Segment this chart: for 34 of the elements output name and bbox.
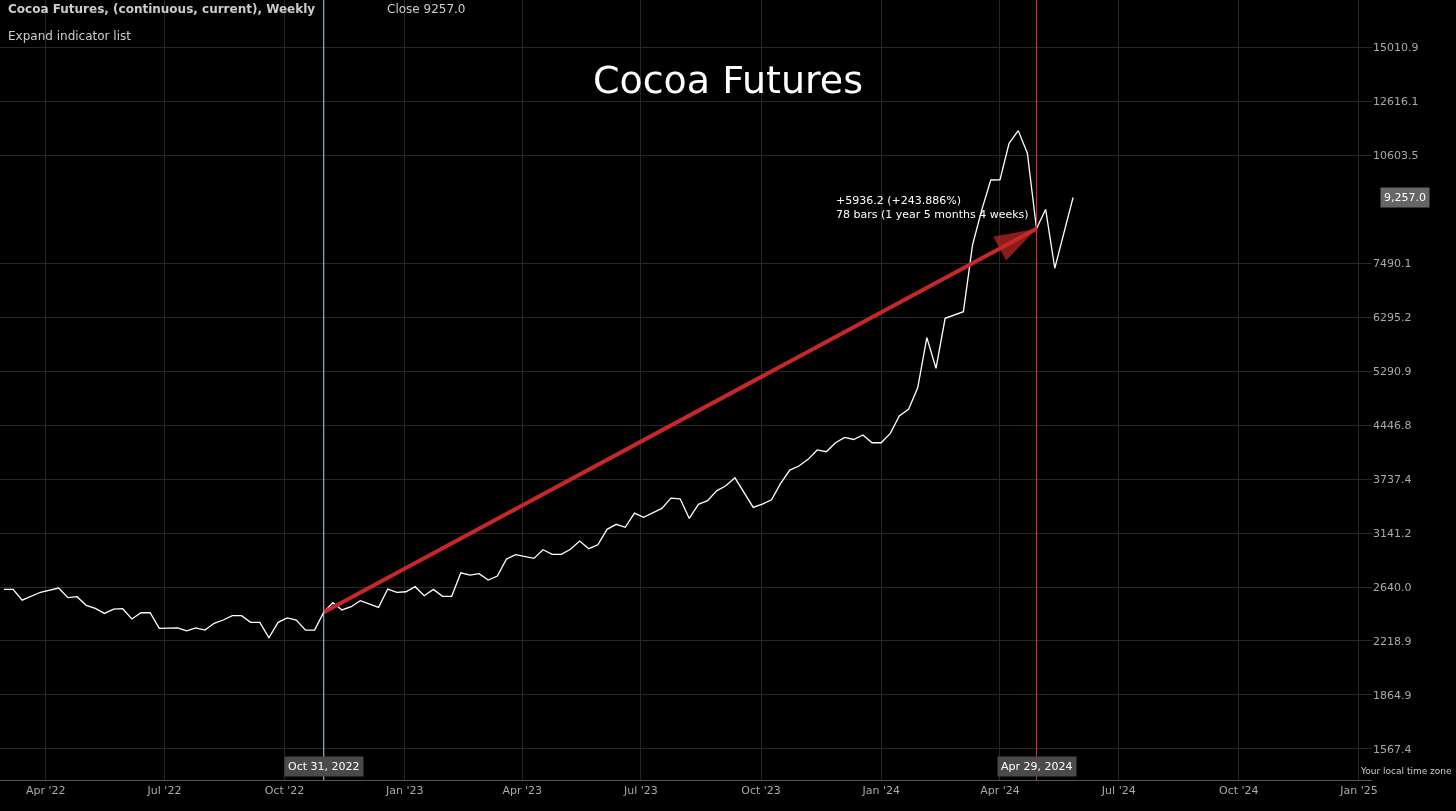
x-tick-label: Apr '23: [502, 784, 542, 798]
y-tick-label: 1864.9: [1373, 688, 1412, 702]
y-tick-label: 3737.4: [1373, 472, 1412, 486]
x-tick-label: Oct '24: [1219, 784, 1259, 798]
y-tick-label: 2640.0: [1373, 580, 1412, 594]
x-tick-label: Jan '23: [384, 784, 424, 798]
x-tick-label: Apr '24: [980, 784, 1020, 798]
annotation: Your local time zone: [1360, 766, 1453, 776]
annotation: Close 9257.0: [387, 2, 466, 16]
chart-subtitle: Cocoa Futures, (continuous, current), Weekly: [8, 2, 316, 16]
text: Cocoa Futures: [592, 58, 864, 103]
y-tick-label: 6295.2: [1373, 311, 1412, 325]
line-series: [3, 129, 1074, 639]
x-tick-label: Jan '24: [861, 784, 900, 798]
y-tick-label: 4446.8: [1373, 418, 1412, 432]
x-tick-label: Apr '22: [25, 784, 66, 798]
ref-line-label: Apr 29, 2024: [1001, 760, 1073, 773]
y-tick-label: 2218.9: [1373, 634, 1412, 648]
y-tick-label: 12616.1: [1373, 95, 1419, 109]
x-tick-label: Oct '22: [264, 784, 305, 798]
y-tick-label: 5290.9: [1373, 365, 1412, 379]
y-tick-label: 1567.4: [1373, 742, 1412, 756]
ref-line-label: Oct 31, 2022: [288, 760, 360, 773]
x-tick-label: Oct '23: [741, 784, 781, 798]
y-tick-label: 3141.2: [1373, 526, 1412, 540]
y-tick-label: 15010.9: [1373, 41, 1419, 55]
x-tick-label: Jan '25: [1339, 784, 1378, 798]
x-tick-label: Jul '23: [623, 784, 658, 798]
annotation: Expand indicator list: [8, 29, 132, 43]
y-tick-label: 10603.5: [1373, 149, 1419, 163]
x-tick-label: Jul '24: [1100, 784, 1136, 798]
text: 9,257.0: [1384, 191, 1426, 204]
x-tick-label: Jul '22: [146, 784, 182, 798]
y-tick-label: 7490.1: [1373, 257, 1412, 271]
